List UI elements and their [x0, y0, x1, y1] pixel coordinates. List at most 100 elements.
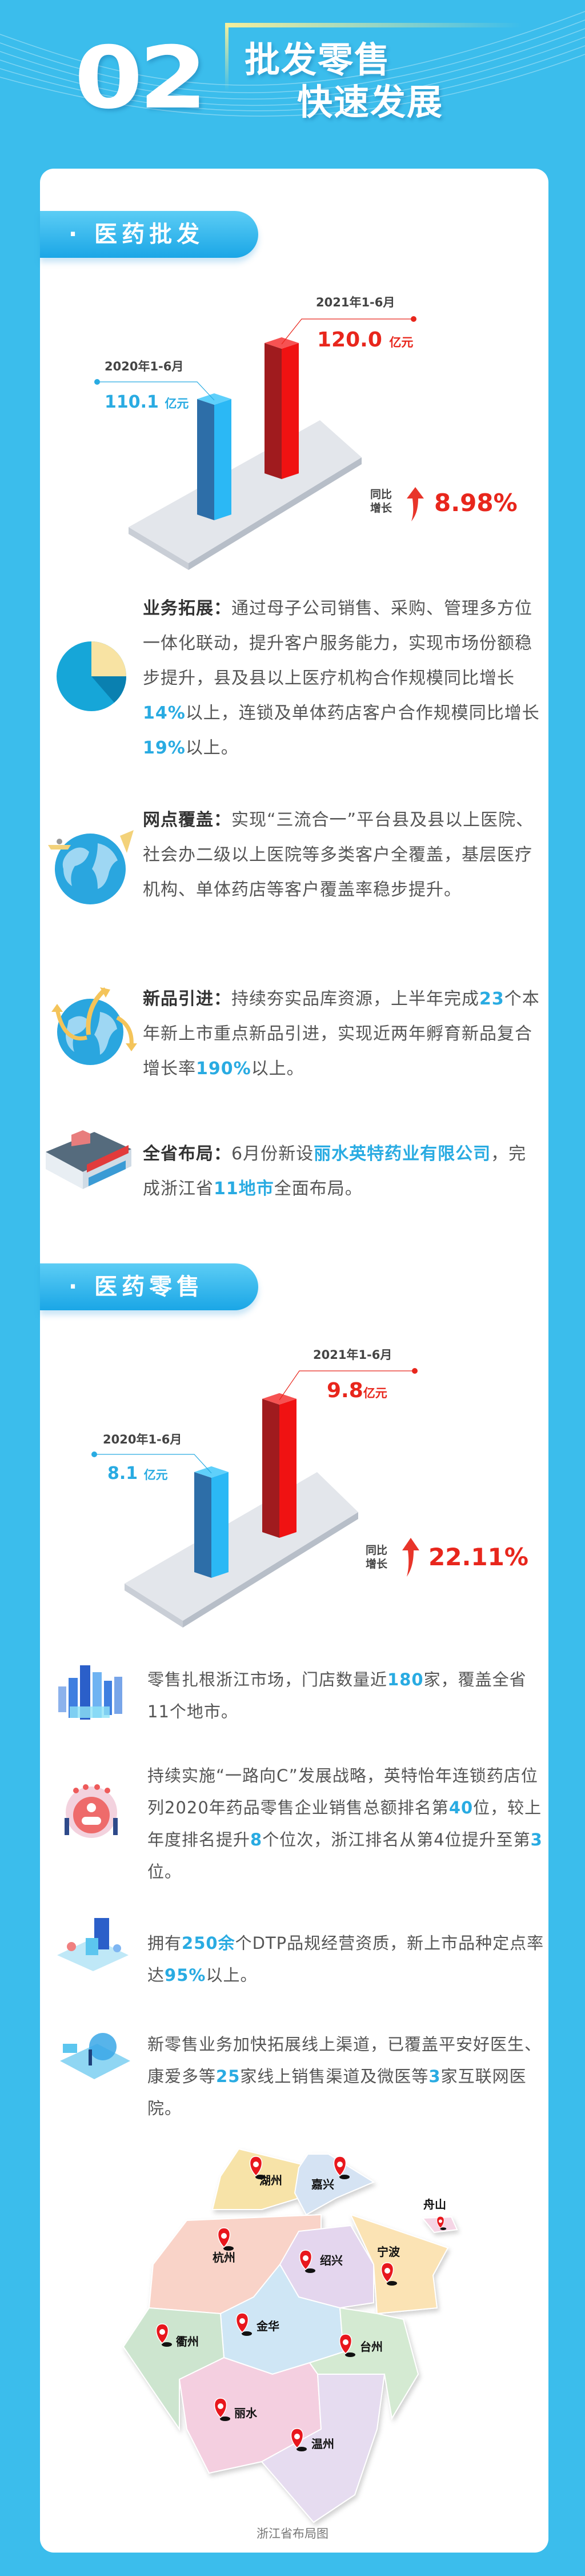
city-label: 衢州 [176, 2335, 199, 2348]
ranking-text: 持续实施“一路向C”发展战略，英特怡年连锁药店位列2020年药品零售企业销售总额… [147, 1760, 547, 1888]
city-label: 金华 [256, 2319, 279, 2333]
text-segment: 通过母子公司销售、采购、管理多方位一体化联动，提升客户服务能力，实现市场份额稳步… [143, 599, 532, 688]
cur-value: 120.0 亿元 [317, 329, 413, 354]
pin-dot [159, 2329, 165, 2335]
title-frame [225, 23, 229, 91]
city-icon [58, 1665, 122, 1720]
cur-value-number: 9.8 [327, 1379, 363, 1402]
pin-dot [239, 2318, 245, 2324]
leader-dot-2021 [411, 316, 416, 322]
platform [129, 420, 362, 563]
growth-label-1: 同比 [366, 1544, 388, 1557]
pin-dot [439, 2219, 442, 2223]
pin-shadow [440, 2227, 447, 2230]
pin-dot [303, 2255, 308, 2261]
pin-shadow [255, 2175, 266, 2179]
leader-line-2021 [281, 318, 414, 345]
text-segment: 以上。 [251, 1059, 304, 1079]
dtp-text: 拥有250余个DTP品规经营资质，新上市品种定点率达95%以上。 [147, 1927, 547, 1991]
text-segment: 个位次，浙江排名从第4位提升至第 [262, 1830, 531, 1849]
item-heading: 全省布局： [143, 1144, 231, 1164]
map-caption: 浙江省布局图 [257, 2527, 328, 2541]
pharmacy-lab-icon [57, 1918, 129, 1971]
text-segment: 拥有 [147, 1933, 182, 1953]
wholesale-bar-chart [94, 316, 416, 570]
section-header-retail: · 医药零售 [40, 1263, 258, 1310]
unit: 亿元 [363, 1386, 387, 1400]
bar-2020-left-face [197, 399, 214, 520]
prev-value: 8.1 亿元 [107, 1462, 168, 1486]
city-label: 绍兴 [320, 2254, 343, 2267]
pin-dot [253, 2162, 259, 2167]
online-channel-icon [60, 2033, 130, 2079]
leader-line-2021 [279, 1370, 415, 1401]
highlight-value: 19% [143, 738, 186, 758]
city-label: 台州 [360, 2340, 383, 2354]
cur-period-label: 2021年1-6月 [316, 296, 395, 309]
up-arrow-icon [407, 487, 424, 521]
section-header-wholesale: · 医药批发 [40, 211, 258, 258]
highlight-value: 23 [479, 989, 504, 1009]
city-label: 嘉兴 [311, 2178, 334, 2191]
item-heading: 网点覆盖： [143, 810, 231, 830]
map-pin-icon [155, 2323, 172, 2347]
text-segment: 家线上销售渠道及微医等 [240, 2067, 429, 2086]
prev-value-number: 110.1 [105, 392, 159, 412]
text-segment: 家，覆盖全省11个地市。 [147, 1670, 527, 1721]
page-title-line2: 快速发展 [297, 81, 444, 123]
pin-shadow [345, 2352, 355, 2357]
retail-stores-text: 零售扎根浙江市场，门店数量近180家，覆盖全省11个地市。 [147, 1664, 547, 1728]
highlight-value: 丽水英特药业有限公司 [314, 1144, 491, 1164]
pin-dot [337, 2162, 343, 2167]
highlight-value: 95% [165, 1965, 206, 1985]
network-coverage-text: 网点覆盖：实现“三流合一”平台县及县以上医院、社会办二级以上医院等多类客户全覆盖… [143, 803, 543, 907]
bar-2020-top-face [197, 393, 231, 405]
online-channels-text: 新零售业务加快拓展线上渠道，已覆盖平安好医生、康爱多等25家线上销售渠道及微医等… [147, 2028, 547, 2124]
header-wave-decoration [0, 11, 585, 117]
cur-value: 9.8亿元 [327, 1379, 387, 1405]
growth-label-2: 增长 [366, 1558, 388, 1570]
platform-side [183, 1512, 358, 1628]
highlight-value: 8 [250, 1830, 263, 1849]
platform [125, 1472, 358, 1621]
text-segment: 持续实施“一路向C”发展战略，英特怡年连锁药店位列2020年药品零售企业销售总额… [147, 1766, 538, 1817]
bar-2021-top-face [265, 337, 299, 349]
city-label: 舟山 [423, 2198, 446, 2211]
text-segment: 以上。 [206, 1965, 258, 1985]
map-pin-icon [235, 2312, 252, 2336]
text-segment: 零售扎根浙江市场，门店数量近 [147, 1670, 388, 1689]
text-segment: 个DTP品规经营资质，新上市品种定点率达 [147, 1933, 544, 1985]
text-segment: 以上，连锁及单体药店客户合作规模同比增长 [185, 703, 540, 723]
pin-dot [221, 2233, 227, 2239]
growth-label-2: 增长 [370, 502, 392, 515]
pin-dot [294, 2434, 300, 2439]
pin-shadow [387, 2281, 397, 2286]
city-label: 杭州 [213, 2251, 235, 2264]
item-heading: 业务拓展： [143, 599, 231, 619]
bar-2020-top-face [194, 1466, 229, 1478]
pin-dot [343, 2339, 348, 2345]
platform-side [129, 527, 189, 570]
city-label: 湖州 [259, 2174, 282, 2187]
bar-2021-left-face [262, 1398, 279, 1538]
pin-shadow [305, 2268, 315, 2273]
unit: 亿元 [389, 336, 414, 349]
map-pin-icon [290, 2428, 307, 2451]
map-pin-icon [436, 2216, 447, 2230]
content-card [40, 169, 548, 2553]
bar-2021-left-face [265, 342, 282, 479]
city-label: 宁波 [377, 2245, 400, 2259]
pin-shadow [162, 2342, 172, 2347]
text-segment: 家互联网医院。 [147, 2067, 527, 2118]
text-segment: 6月份新设 [231, 1144, 314, 1164]
bar-2020-right-face [211, 1472, 229, 1578]
retail-bar-chart [91, 1368, 418, 1628]
pin-shadow [242, 2331, 252, 2336]
leader-line-2020 [97, 381, 215, 401]
pie-chart-icon [57, 641, 126, 711]
bar-2020-right-face [214, 399, 231, 520]
prev-period-label: 2020年1-6月 [105, 360, 184, 373]
pin-dot [384, 2268, 390, 2274]
leader-dot-2021 [412, 1368, 418, 1374]
globe-satellite-icon [48, 830, 134, 904]
